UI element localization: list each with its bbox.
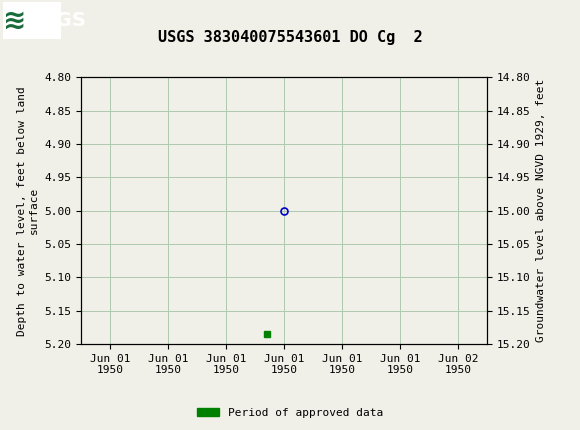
Bar [3,2,61,39]
Y-axis label: Depth to water level, feet below land
surface: Depth to water level, feet below land su… [17,86,39,335]
Text: USGS: USGS [26,11,86,30]
Y-axis label: Groundwater level above NGVD 1929, feet: Groundwater level above NGVD 1929, feet [536,79,546,342]
Legend: Period of approved data: Period of approved data [193,403,387,422]
Text: USGS 383040075543601 DO Cg  2: USGS 383040075543601 DO Cg 2 [158,30,422,45]
Text: ≋: ≋ [3,6,26,34]
